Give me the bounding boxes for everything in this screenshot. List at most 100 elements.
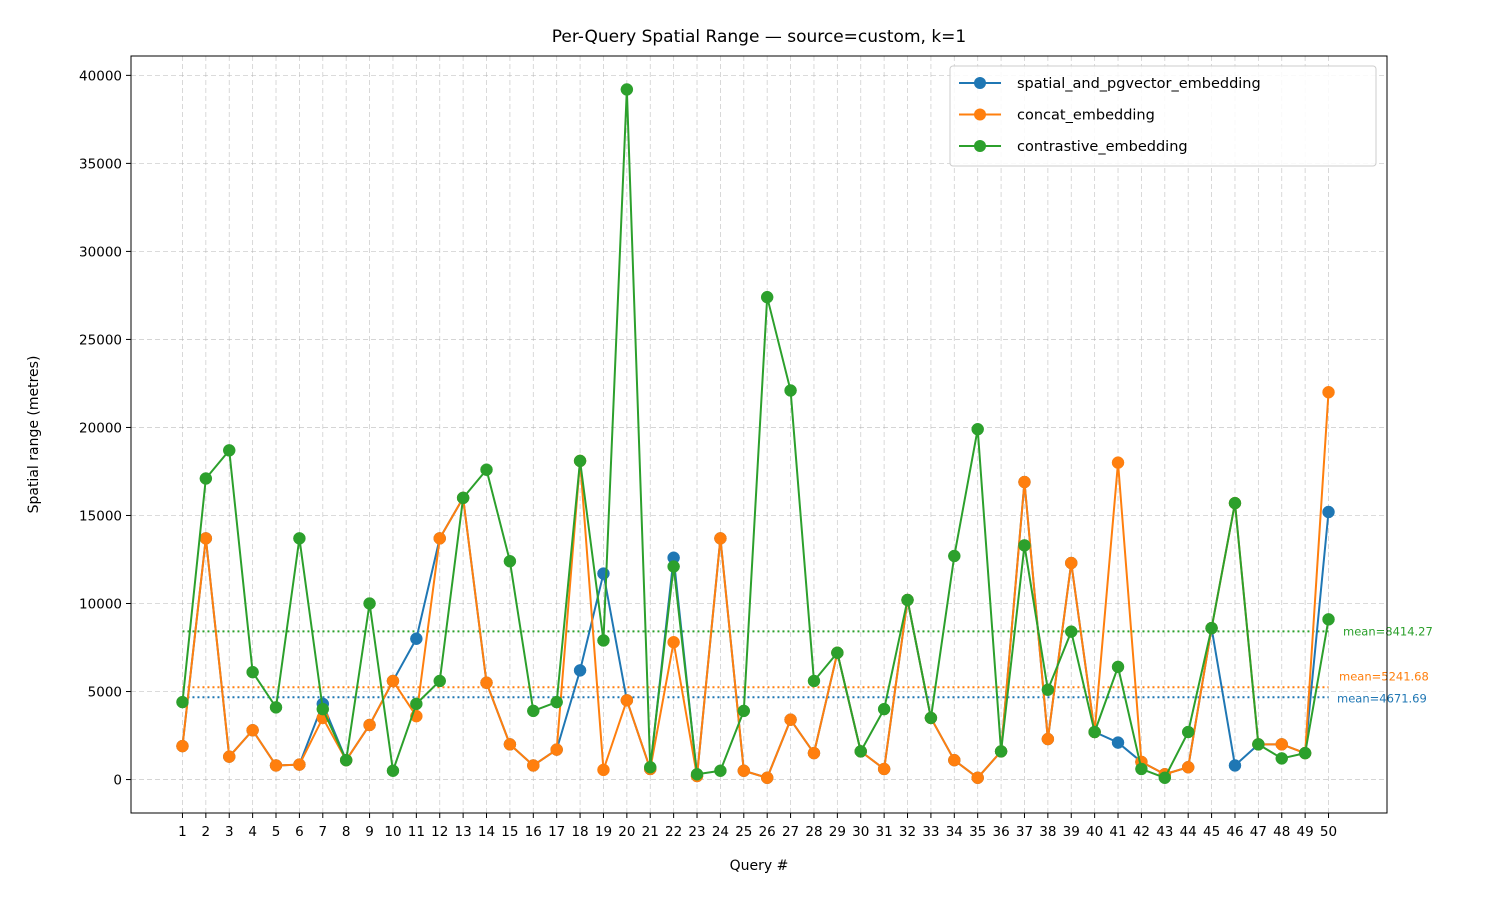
y-tick-label: 40000 <box>79 68 122 84</box>
x-tick-label: 11 <box>408 824 425 840</box>
data-point <box>1322 505 1335 519</box>
series-lines <box>176 83 1335 785</box>
x-tick-label: 35 <box>969 824 986 840</box>
data-point <box>269 759 283 772</box>
data-point <box>971 422 984 436</box>
y-tick-label: 30000 <box>79 244 122 260</box>
data-point <box>667 560 680 573</box>
data-point <box>1228 496 1242 510</box>
data-point <box>714 532 727 545</box>
data-point <box>1111 736 1125 749</box>
data-point <box>620 694 634 707</box>
y-axis-label: Spatial range (metres) <box>26 356 42 514</box>
data-point <box>527 759 540 772</box>
x-tick-label: 32 <box>899 824 916 840</box>
data-point <box>1135 762 1148 776</box>
x-tick-label: 23 <box>688 824 705 840</box>
data-point <box>971 771 984 785</box>
data-point <box>1158 771 1172 785</box>
legend-label: concat_embedding <box>1017 108 1155 124</box>
x-tick-label: 18 <box>571 824 588 840</box>
data-point <box>527 704 540 718</box>
data-point <box>339 753 353 767</box>
x-tick-label: 39 <box>1063 824 1080 840</box>
x-axis-label: Query # <box>730 858 789 874</box>
x-tick-label: 3 <box>225 824 234 840</box>
y-tick-label: 20000 <box>79 420 122 436</box>
data-point <box>433 674 446 688</box>
x-tick-label: 14 <box>478 824 495 840</box>
legend-label: contrastive_embedding <box>1017 139 1188 155</box>
series-line <box>181 392 1330 779</box>
data-point <box>293 532 306 545</box>
data-point <box>386 674 400 688</box>
data-point <box>246 724 259 737</box>
data-point <box>1275 738 1288 751</box>
y-tick-label: 10000 <box>79 597 122 613</box>
x-tick-label: 42 <box>1133 824 1150 840</box>
data-point <box>948 549 961 563</box>
mean-label: mean=4671.69 <box>1337 691 1427 705</box>
data-point <box>948 753 961 767</box>
x-tick-label: 19 <box>595 824 612 840</box>
data-point <box>643 760 657 774</box>
data-point <box>246 665 259 679</box>
data-point <box>760 290 774 304</box>
x-tick-label: 37 <box>1016 824 1033 840</box>
data-point <box>222 750 236 763</box>
x-tick-label: 15 <box>501 824 518 840</box>
x-tick-label: 47 <box>1250 824 1267 840</box>
data-point <box>1111 456 1125 469</box>
x-tick-label: 36 <box>992 824 1009 840</box>
data-point <box>363 718 376 732</box>
x-tick-label: 40 <box>1086 824 1103 840</box>
data-point <box>386 764 400 777</box>
x-tick-label: 29 <box>829 824 846 840</box>
x-tick-label: 30 <box>852 824 869 840</box>
data-point <box>737 764 751 777</box>
data-point <box>176 695 189 709</box>
x-tick-label: 7 <box>318 824 327 840</box>
data-point <box>854 745 867 758</box>
x-tick-label: 6 <box>295 824 304 840</box>
data-point <box>176 739 189 753</box>
x-tick-label: 10 <box>384 824 401 840</box>
series-group <box>176 83 1335 785</box>
data-point <box>222 444 236 457</box>
data-point <box>456 491 470 505</box>
legend-label: spatial_and_pgvector_embedding <box>1017 76 1261 92</box>
x-tick-label: 24 <box>712 824 729 840</box>
x-tick-label: 17 <box>548 824 565 840</box>
plot-frame <box>130 55 1388 814</box>
mean-label: mean=8414.27 <box>1343 624 1433 638</box>
data-point <box>690 768 704 781</box>
y-tick-label: 35000 <box>79 156 122 172</box>
data-point <box>807 674 821 688</box>
x-tick-label: 33 <box>922 824 939 840</box>
data-point <box>1064 625 1078 638</box>
y-tick-label: 15000 <box>79 508 122 524</box>
x-tick-label: 9 <box>365 824 374 840</box>
data-point <box>503 738 517 751</box>
y-tick-label: 0 <box>113 773 122 789</box>
data-point <box>433 532 446 545</box>
legend-box <box>949 65 1377 167</box>
x-tick-label: 48 <box>1273 824 1290 840</box>
x-tick-label: 25 <box>735 824 752 840</box>
x-tick-label: 21 <box>642 824 659 840</box>
x-tick-label: 1 <box>178 824 187 840</box>
data-point <box>784 384 797 397</box>
data-point <box>410 697 423 711</box>
x-tick-label: 13 <box>455 824 472 840</box>
data-point <box>550 695 563 709</box>
x-tick-label: 16 <box>525 824 542 840</box>
data-point <box>831 646 844 660</box>
legend-marker <box>974 108 986 121</box>
data-point <box>1298 746 1312 760</box>
x-tick-label: 38 <box>1039 824 1056 840</box>
data-point <box>1228 759 1242 772</box>
data-point <box>901 593 914 607</box>
x-tick-label: 43 <box>1156 824 1173 840</box>
data-point <box>480 676 493 689</box>
data-point <box>1041 683 1055 697</box>
